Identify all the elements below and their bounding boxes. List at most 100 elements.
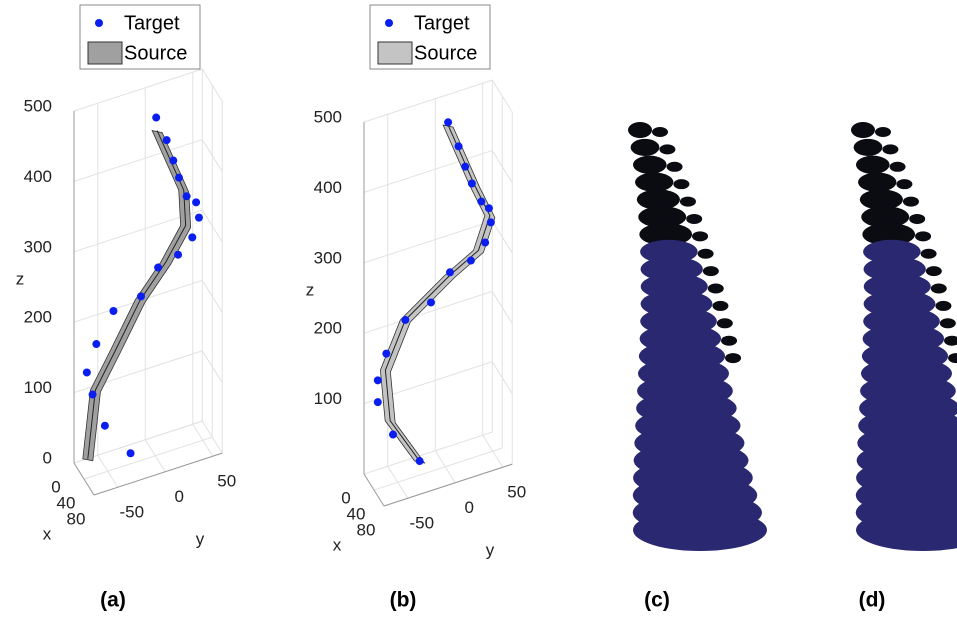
process [692, 231, 709, 242]
vertebra [861, 206, 910, 228]
target-point [192, 198, 201, 207]
process [948, 353, 957, 364]
vertebra [851, 122, 875, 138]
axis-label: y [196, 529, 205, 548]
x-tick-label: 0 [341, 488, 350, 507]
process [725, 353, 742, 364]
target-point [152, 113, 161, 122]
legend-swatch [377, 41, 413, 65]
grid-line [363, 80, 493, 475]
process [902, 196, 919, 207]
axis-label: x [333, 535, 342, 554]
axis-label: z [306, 280, 315, 299]
target-point [126, 449, 135, 458]
vertebra [632, 155, 667, 174]
y-tick-label: -50 [119, 503, 144, 522]
target-point [137, 292, 145, 301]
y-tick-label: -50 [409, 514, 434, 533]
target-point [481, 238, 490, 247]
z-tick-label: 200 [24, 308, 52, 327]
target-point [194, 213, 203, 222]
process [920, 248, 937, 259]
target-point [382, 349, 391, 358]
y-tick-label: 0 [175, 487, 184, 506]
target-point [454, 142, 463, 151]
vertebra [633, 509, 767, 551]
process [697, 248, 714, 259]
vertebra [853, 138, 883, 156]
vertebra [635, 172, 674, 192]
target-point [486, 218, 495, 227]
process [875, 127, 891, 137]
process [939, 318, 956, 329]
axis-line [73, 462, 95, 496]
process [925, 266, 942, 277]
process [930, 283, 947, 294]
legend-label: Target [124, 12, 180, 34]
caption: (d) [859, 589, 886, 612]
target-point [373, 376, 382, 385]
source-ribbon [82, 130, 192, 462]
target-point [92, 340, 101, 349]
process [944, 335, 957, 346]
grid-line [363, 290, 513, 334]
process [909, 213, 926, 224]
grid-line [363, 79, 513, 123]
z-tick-label: 400 [24, 167, 52, 186]
axis-label: x [43, 524, 52, 543]
process [889, 161, 906, 172]
target-point [373, 398, 382, 407]
z-tick-label: 200 [314, 319, 342, 338]
z-tick-label: 300 [314, 248, 342, 267]
legend-label: Source [414, 42, 477, 64]
process [652, 127, 668, 137]
legend-swatch [87, 41, 123, 65]
target-point [182, 192, 191, 201]
y-tick-label: 50 [507, 483, 526, 502]
axis-line [93, 452, 223, 496]
axis-label: y [486, 540, 495, 559]
process [673, 179, 690, 190]
legend-label: Source [124, 42, 187, 64]
target-point [389, 430, 397, 439]
source-ribbon [379, 124, 496, 464]
caption: (b) [390, 589, 417, 612]
target-point [88, 390, 97, 399]
process [659, 144, 676, 155]
vertebra [639, 222, 693, 246]
target-point [477, 197, 486, 206]
target-point [484, 204, 493, 213]
target-point [82, 368, 91, 377]
process [716, 318, 733, 329]
y-tick-label: 50 [217, 472, 236, 491]
vertebra [630, 138, 660, 156]
target-point [109, 306, 118, 315]
vertebra [859, 189, 903, 210]
x-tick-label: 0 [51, 477, 60, 496]
x-tick-label: 80 [67, 509, 86, 528]
target-point [446, 268, 454, 277]
target-point [154, 263, 163, 272]
caption: (a) [100, 589, 126, 612]
grid-line [83, 85, 213, 480]
z-tick-label: 0 [43, 448, 52, 467]
spine-renderings [628, 122, 957, 551]
vertebra [636, 189, 680, 210]
process [882, 144, 899, 155]
process [707, 283, 724, 294]
vertebra [862, 222, 916, 246]
process [679, 196, 696, 207]
target-point [175, 173, 183, 182]
target-point [174, 250, 183, 259]
z-tick-label: 500 [24, 96, 52, 115]
legend-marker [385, 19, 393, 27]
axis-line [383, 463, 513, 507]
process [686, 213, 703, 224]
target-point [427, 298, 435, 307]
vertebra [855, 155, 890, 174]
grid-line [73, 69, 203, 464]
axis-line [363, 473, 385, 507]
legend-marker [95, 19, 103, 27]
